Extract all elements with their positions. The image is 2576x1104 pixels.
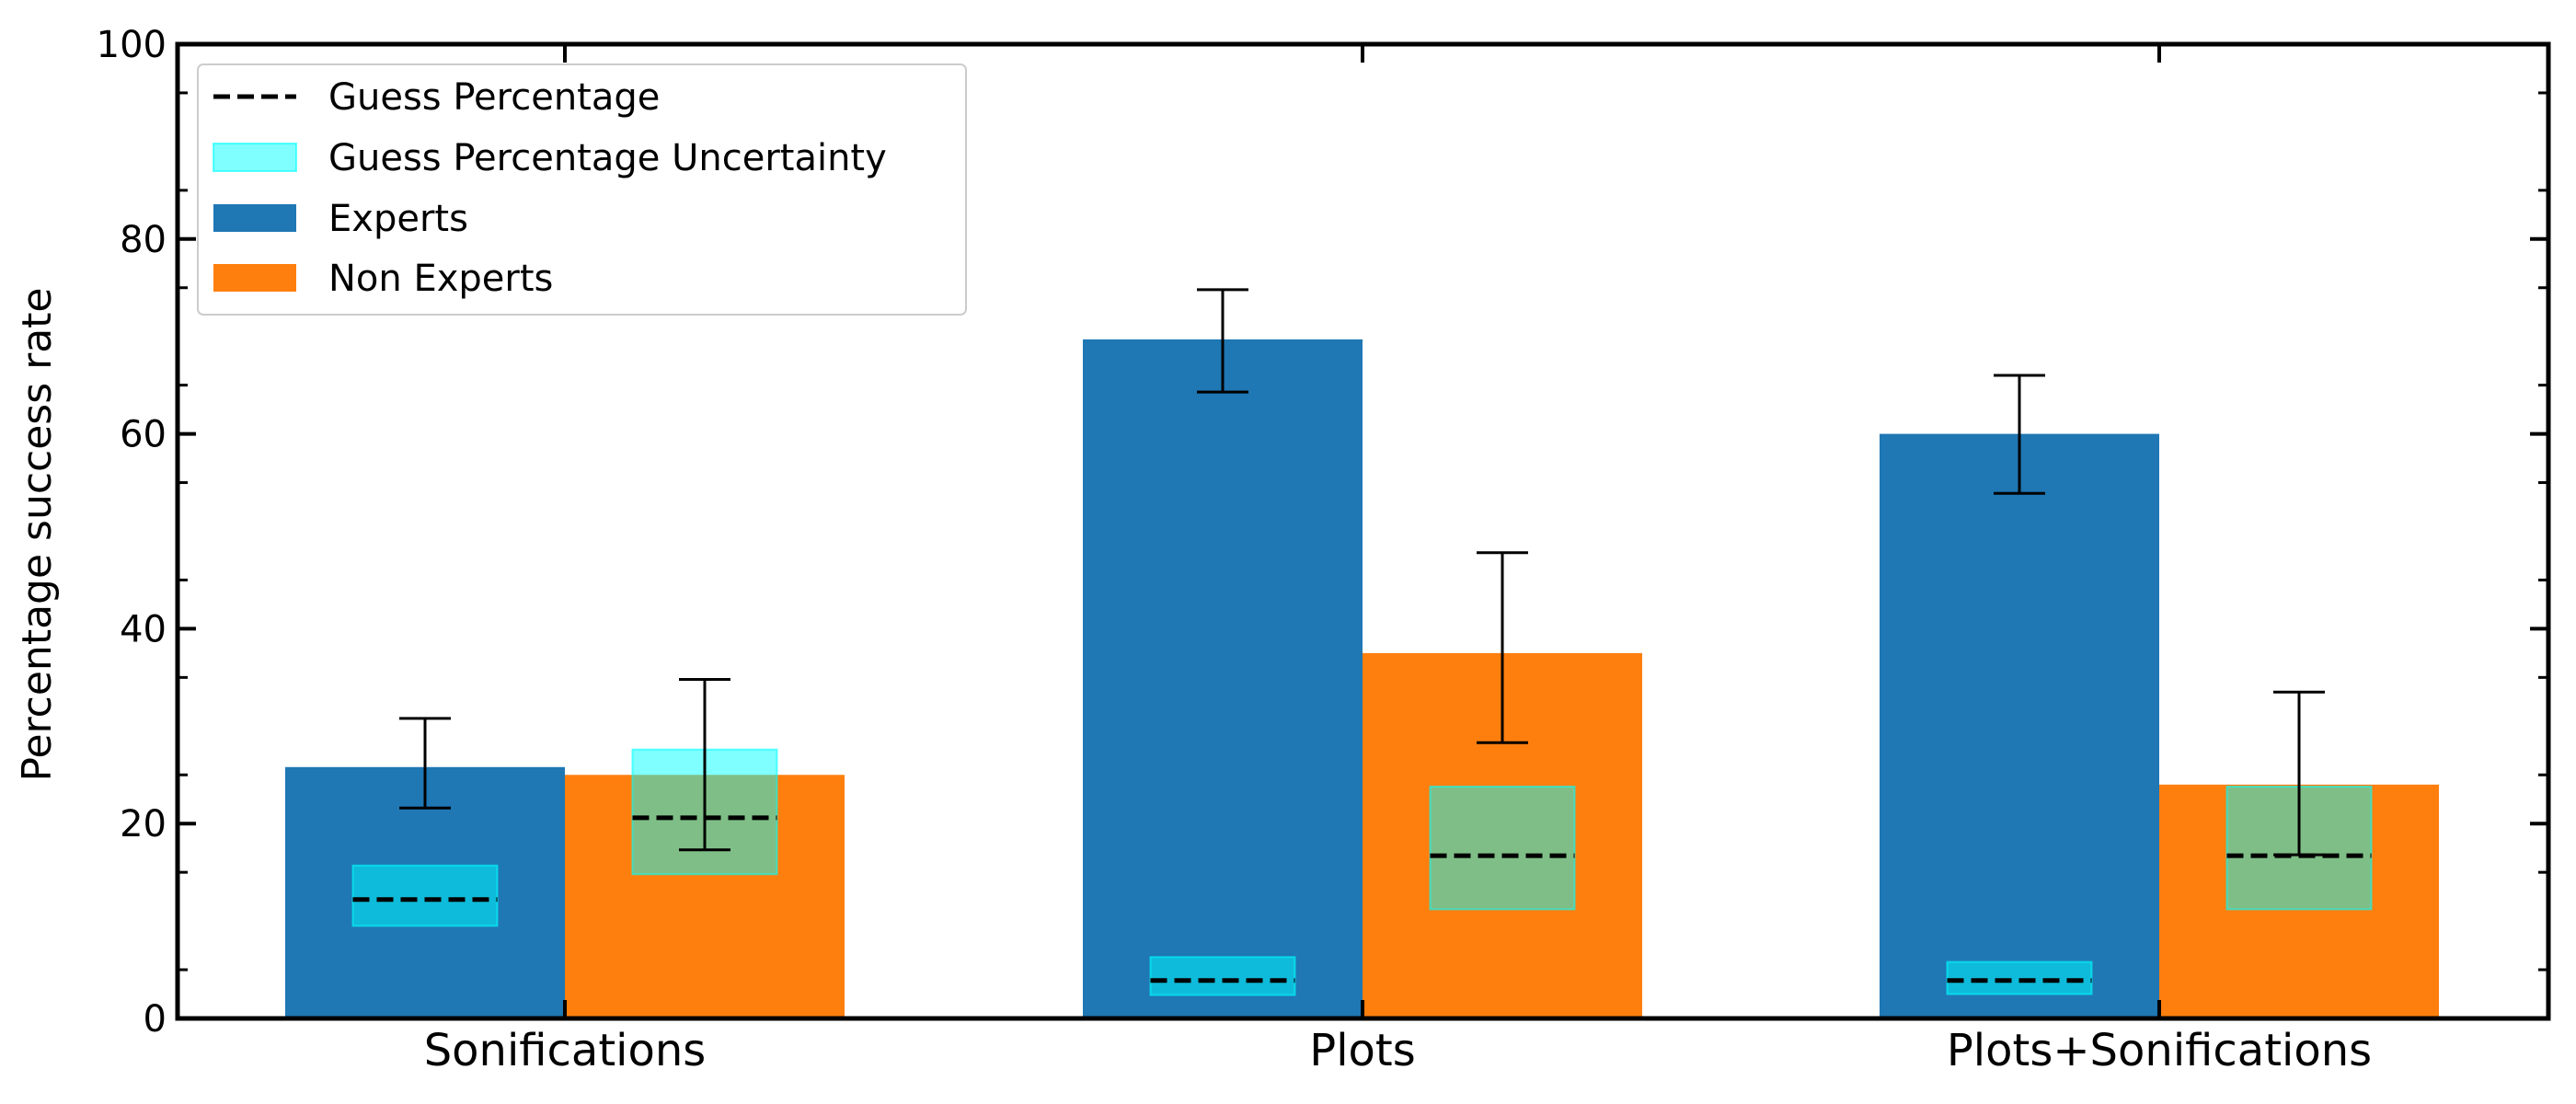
legend-label-non-experts: Non Experts [328,258,553,300]
legend-swatch-guess-percentage-uncertainty [213,143,297,172]
legend-label-guess-percentage: Guess Percentage [328,76,660,119]
y-tick-label: 60 [120,414,167,456]
y-tick-label: 20 [120,803,167,845]
error-bar-non-experts [679,677,730,852]
y-tick-label: 0 [144,998,167,1041]
error-bar-non-experts [2273,690,2325,857]
error-bars-layer [399,288,2325,857]
guess-overlay-layer [351,748,2373,996]
error-bar-experts [399,717,451,810]
error-bar-experts [1994,374,2045,495]
guess-uncertainty-band-experts [1946,960,2093,995]
error-bar-experts [1197,288,1248,394]
legend-label-experts: Experts [328,198,468,240]
y-tick-label: 40 [120,608,167,650]
legend-box [197,63,967,316]
y-axis-label: Percentage success rate [14,288,61,782]
x-tick-label: Sonifications [424,1025,707,1076]
y-tick-label: 100 [97,24,167,66]
guess-uncertainty-band-non-experts [1429,785,1576,911]
x-tick-label: Plots [1309,1025,1415,1076]
error-bar-non-experts [1477,551,1528,744]
legend: Guess Percentage Guess Percentage Uncerta… [197,63,967,316]
x-tick-label: Plots+Sonifications [1947,1025,2372,1076]
legend-swatch-non-experts [213,264,296,292]
bar-experts [1880,433,2159,1019]
axes-layer: 0 20 40 60 80 100 Sonifications Plots Plots+Soni… [97,24,2551,1076]
guess-uncertainty-band-experts [351,864,499,927]
y-tick-label: 80 [120,219,167,261]
legend-label-guess-percentage-uncertainty: Guess Percentage Uncertainty [328,137,887,179]
legend-swatch-experts [213,204,296,232]
guess-uncertainty-band-experts [1149,956,1296,996]
bar-experts [1083,339,1363,1018]
bars-layer [285,339,2439,1019]
